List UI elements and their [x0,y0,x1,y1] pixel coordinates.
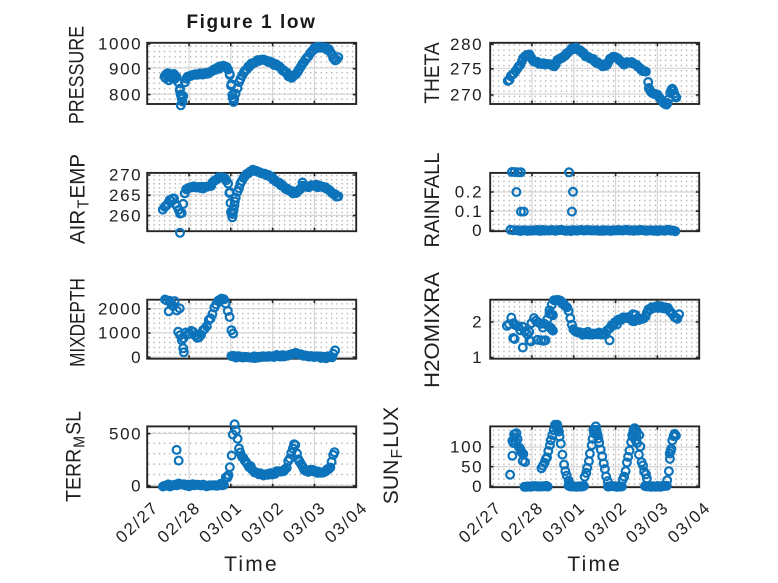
svg-text:TERRMSL: TERRMSL [62,411,89,502]
svg-text:MIXDEPTH: MIXDEPTH [66,278,90,367]
svg-text:280: 280 [450,35,483,54]
svg-text:0: 0 [131,477,142,496]
svg-text:RAINFALL: RAINFALL [421,152,445,247]
svg-text:H2OMIXRA: H2OMIXRA [420,272,445,388]
svg-text:900: 900 [109,59,142,78]
svg-text:THETA: THETA [421,42,444,104]
svg-text:260: 260 [109,206,142,225]
svg-text:275: 275 [450,60,483,79]
svg-text:0: 0 [472,221,483,240]
svg-text:0.2: 0.2 [455,183,483,202]
svg-text:800: 800 [109,85,142,104]
svg-text:Time: Time [567,553,622,576]
svg-text:1000: 1000 [98,35,142,54]
svg-text:Figure 1 low: Figure 1 low [186,12,316,33]
svg-text:0: 0 [131,348,142,367]
svg-text:0: 0 [472,477,483,496]
svg-text:2: 2 [472,313,483,332]
svg-text:1000: 1000 [98,324,142,343]
svg-text:270: 270 [109,166,142,185]
svg-text:0.1: 0.1 [455,202,483,221]
svg-text:100: 100 [450,438,483,457]
svg-text:50: 50 [461,457,483,476]
svg-text:500: 500 [109,424,142,443]
svg-text:PRESSURE: PRESSURE [65,26,89,124]
svg-text:AIRTEMP: AIRTEMP [66,154,92,244]
svg-text:1: 1 [472,348,483,367]
svg-text:270: 270 [450,86,483,105]
svg-text:265: 265 [109,186,142,205]
svg-text:Time: Time [224,553,279,576]
svg-text:2000: 2000 [98,300,142,319]
svg-text:SUNFLUX: SUNFLUX [379,407,406,504]
